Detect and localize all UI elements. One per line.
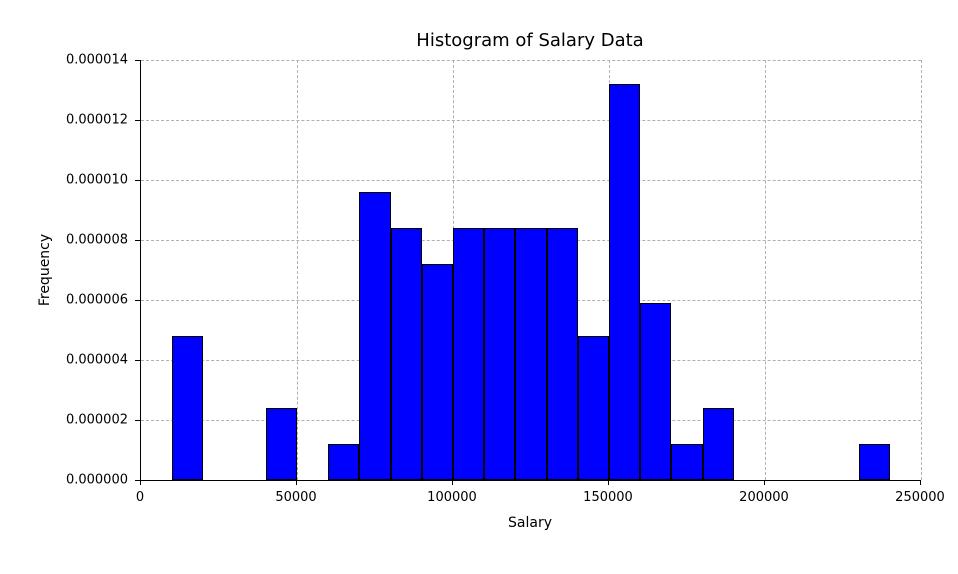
- grid-line-vertical: [765, 60, 766, 480]
- x-tick-label: 250000: [895, 490, 945, 505]
- y-tick-label: 0.000008: [20, 233, 128, 248]
- histogram-bar: [266, 408, 297, 480]
- y-tick-mark: [135, 180, 140, 181]
- y-tick-label: 0.000010: [20, 173, 128, 188]
- grid-line-vertical: [921, 60, 922, 480]
- y-tick-mark: [135, 360, 140, 361]
- histogram-bar: [359, 192, 390, 480]
- x-tick-label: 200000: [739, 490, 789, 505]
- y-tick-mark: [135, 420, 140, 421]
- x-tick-mark: [452, 480, 453, 485]
- x-tick-mark: [920, 480, 921, 485]
- x-tick-mark: [296, 480, 297, 485]
- y-tick-mark: [135, 120, 140, 121]
- plot-area: [140, 60, 921, 481]
- y-tick-label: 0.000004: [20, 353, 128, 368]
- grid-line-horizontal: [141, 120, 921, 121]
- histogram-bar: [484, 228, 515, 480]
- chart-title: Histogram of Salary Data: [416, 30, 643, 51]
- x-tick-label: 100000: [427, 490, 477, 505]
- y-tick-label: 0.000002: [20, 413, 128, 428]
- histogram-bar: [578, 336, 609, 480]
- histogram-bar: [422, 264, 453, 480]
- x-axis-label: Salary: [508, 515, 552, 531]
- grid-line-horizontal: [141, 180, 921, 181]
- histogram-bar: [640, 303, 671, 480]
- x-tick-mark: [608, 480, 609, 485]
- grid-line-horizontal: [141, 60, 921, 61]
- histogram-bar: [547, 228, 578, 480]
- histogram-bar: [671, 444, 702, 480]
- histogram-bar: [859, 444, 890, 480]
- y-tick-label: 0.000006: [20, 293, 128, 308]
- y-tick-mark: [135, 240, 140, 241]
- x-tick-label: 150000: [583, 490, 633, 505]
- histogram-bar: [703, 408, 734, 480]
- x-tick-mark: [140, 480, 141, 485]
- histogram-bar: [328, 444, 359, 480]
- x-tick-mark: [764, 480, 765, 485]
- x-tick-label: 50000: [275, 490, 316, 505]
- x-tick-label: 0: [136, 490, 144, 505]
- histogram-bar: [609, 84, 640, 480]
- histogram-chart: Histogram of Salary Data Salary Frequenc…: [20, 20, 938, 554]
- y-tick-mark: [135, 60, 140, 61]
- histogram-bar: [515, 228, 546, 480]
- grid-line-vertical: [297, 60, 298, 480]
- y-tick-label: 0.000000: [20, 473, 128, 488]
- y-tick-label: 0.000012: [20, 113, 128, 128]
- histogram-bar: [391, 228, 422, 480]
- histogram-bar: [172, 336, 203, 480]
- y-tick-label: 0.000014: [20, 53, 128, 68]
- histogram-bar: [453, 228, 484, 480]
- y-tick-mark: [135, 300, 140, 301]
